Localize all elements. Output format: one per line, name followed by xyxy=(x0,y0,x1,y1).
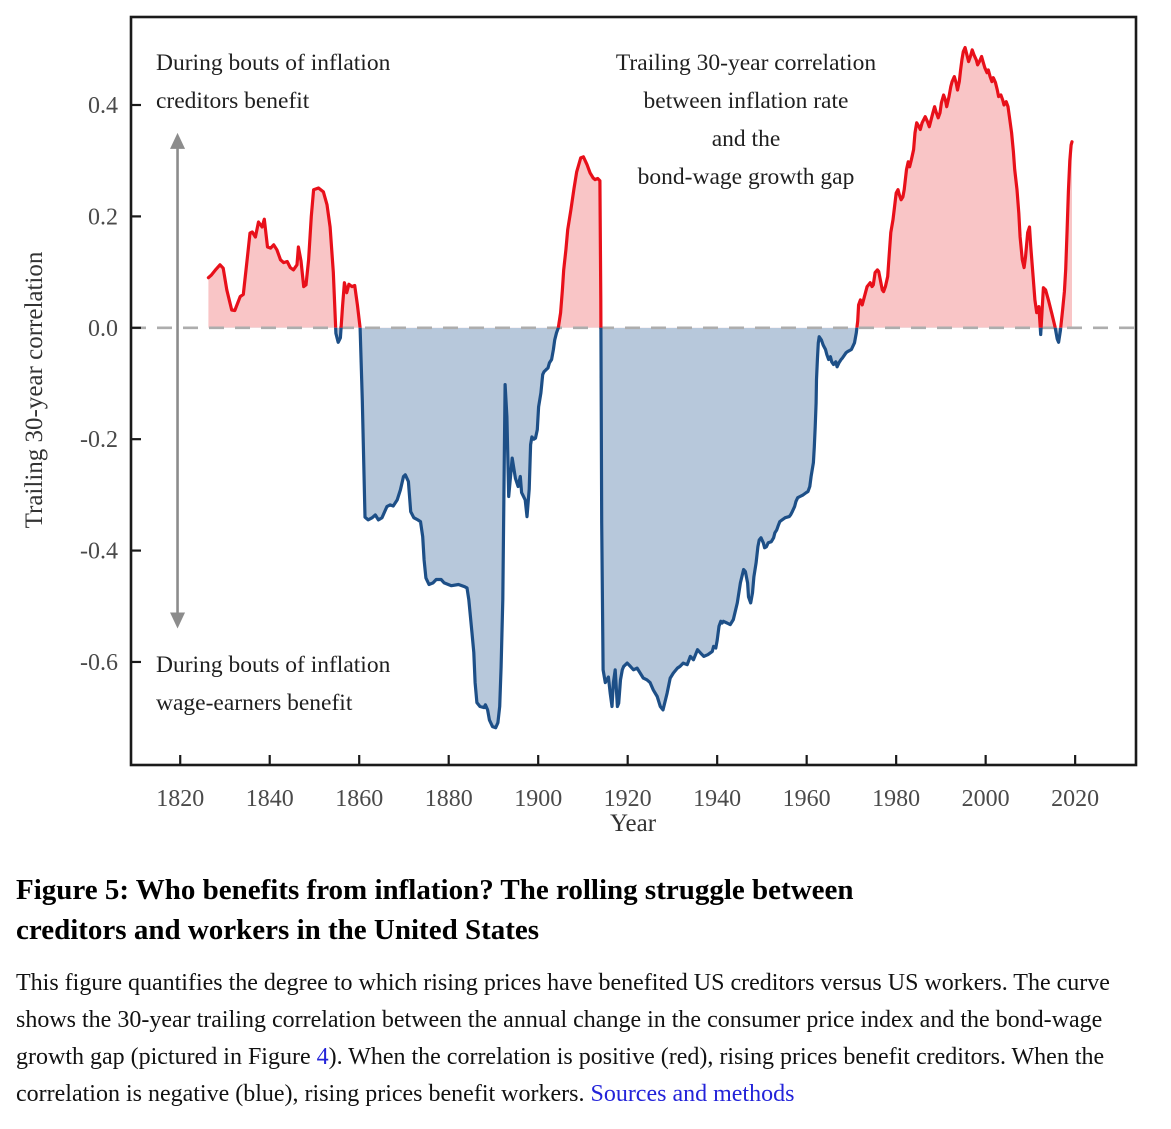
arrow-head-down xyxy=(170,612,186,629)
y-tick-label: 0.2 xyxy=(88,204,118,230)
caption-title-line: Figure 5: Who benefits from inflation? T… xyxy=(16,874,854,906)
sources-methods-link[interactable]: Sources and methods xyxy=(590,1081,795,1107)
x-tick-label: 2000 xyxy=(962,786,1010,812)
caption-title-line: creditors and workers in the United Stat… xyxy=(16,914,540,946)
x-tick-label: 1860 xyxy=(335,786,383,812)
x-tick-label: 1900 xyxy=(514,786,562,812)
annotation-line: wage-earners benefit xyxy=(156,690,353,716)
x-tick-label: 1940 xyxy=(693,786,741,812)
axis-tick-labels: 1820 1840 1860 1880 1900 1920 1940 1960 1980 2000… xyxy=(80,93,1099,812)
arrow-head-up xyxy=(170,132,186,149)
correlation-chart: 1820 1840 1860 1880 1900 1920 1940 1960 1980 2000… xyxy=(21,15,1138,837)
y-axis-label: Trailing 30-year correlation xyxy=(21,251,48,528)
x-tick-label: 1980 xyxy=(872,786,920,812)
figure-caption-title: Figure 5: Who benefits from inflation? T… xyxy=(16,870,1155,950)
annotation-creditors-benefit: During bouts of inflation creditors bene… xyxy=(156,44,390,120)
range-arrow xyxy=(170,132,186,629)
correlation-curve-negative xyxy=(334,327,1063,730)
caption-text-part: ). When the correlation is positive (red… xyxy=(16,1044,1105,1107)
negative-area xyxy=(208,327,1072,728)
figure-caption-text: This figure quantifies the degree to whi… xyxy=(16,965,1155,1113)
positive-area xyxy=(208,47,1072,328)
x-tick-label: 1880 xyxy=(425,786,473,812)
axis-ticks xyxy=(132,103,1077,764)
caption-text-part: This figure quantifies the degree to whi… xyxy=(16,970,1110,1070)
x-tick-label: 2020 xyxy=(1051,786,1099,812)
y-tick-label: 0.0 xyxy=(88,316,118,342)
annotation-workers-benefit: During bouts of inflation wage-earners b… xyxy=(156,646,390,722)
x-tick-label: 1960 xyxy=(783,786,831,812)
annotation-line: creditors benefit xyxy=(156,88,310,114)
correlation-curve-positive xyxy=(206,46,1074,328)
figure-caption: Figure 5: Who benefits from inflation? T… xyxy=(0,870,1171,1113)
y-tick-label: -0.4 xyxy=(80,539,118,565)
y-tick-label: 0.4 xyxy=(88,93,118,119)
annotation-chart-title: Trailing 30-year correlation between inf… xyxy=(560,44,932,196)
annotation-line: Trailing 30-year correlation xyxy=(615,50,877,76)
chart-canvas: 1820 1840 1860 1880 1900 1920 1940 1960 1980 2000… xyxy=(21,15,1138,837)
x-tick-label: 1820 xyxy=(156,786,204,812)
x-tick-label: 1920 xyxy=(604,786,652,812)
annotation-line: and the xyxy=(711,126,781,152)
plot-frame xyxy=(129,15,1138,767)
annotation-line: During bouts of inflation xyxy=(156,652,391,678)
figure4-link[interactable]: 4 xyxy=(316,1044,329,1070)
y-tick-label: -0.6 xyxy=(80,650,118,676)
y-tick-label: -0.2 xyxy=(80,427,118,453)
annotation-line: During bouts of inflation xyxy=(156,50,391,76)
annotation-line: bond-wage growth gap xyxy=(637,164,855,190)
annotation-line: between inflation rate xyxy=(643,88,849,114)
x-axis-label: Year xyxy=(610,810,657,837)
x-tick-label: 1840 xyxy=(246,786,294,812)
